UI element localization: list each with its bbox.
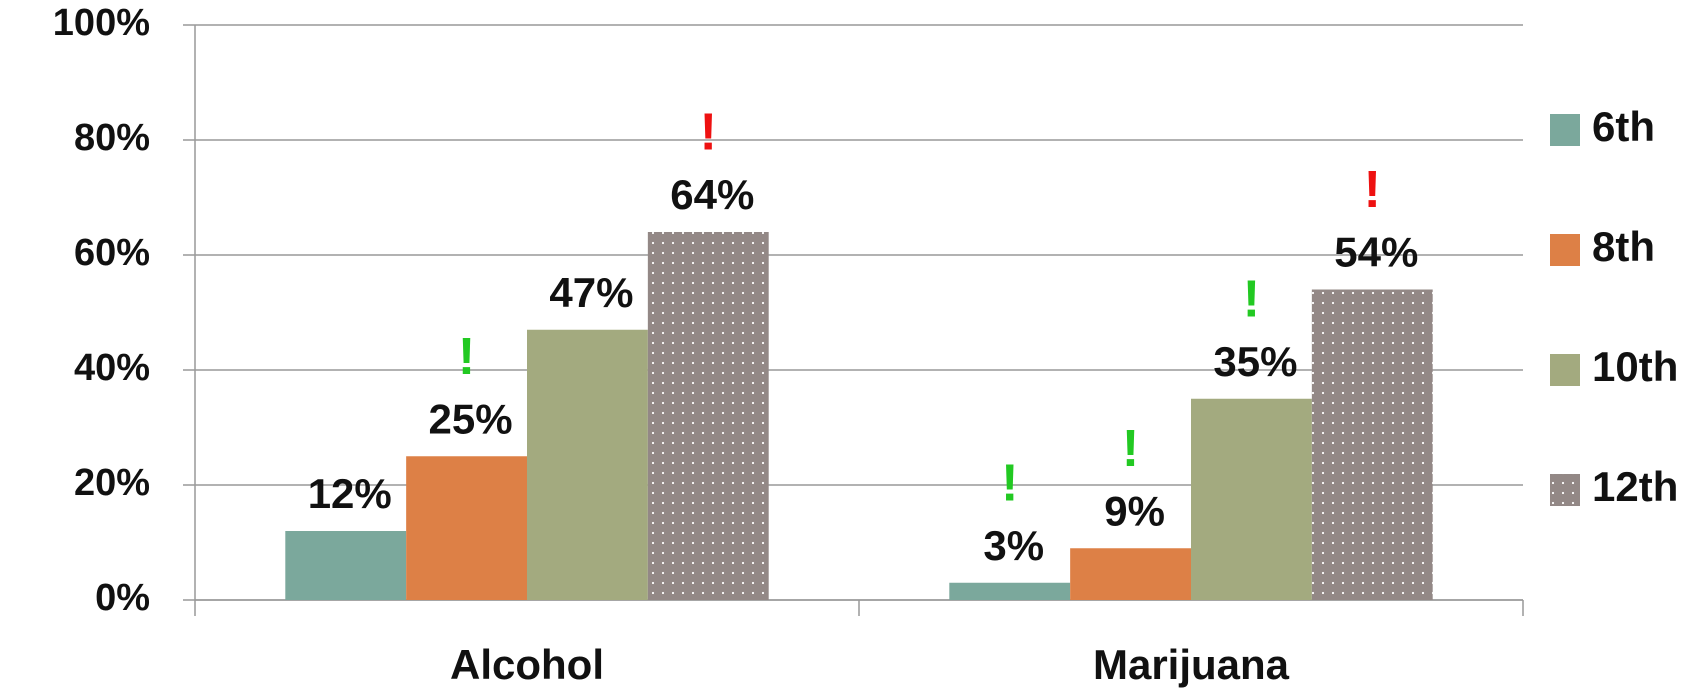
bar [1311, 289, 1433, 600]
data-label: 3% [983, 522, 1044, 569]
data-label: 47% [549, 269, 633, 316]
bar [1070, 548, 1191, 600]
y-tick-label: 80% [74, 117, 150, 159]
annotation: ! [700, 104, 717, 162]
y-tick-label: 40% [74, 347, 150, 389]
bar [527, 329, 648, 600]
legend-label: 10th [1592, 343, 1678, 390]
legend-label: 6th [1592, 103, 1655, 150]
annotation: ! [1122, 420, 1139, 478]
legend-swatch [1550, 114, 1580, 146]
bar [949, 582, 1071, 600]
bar [285, 531, 407, 600]
bar [406, 456, 527, 600]
data-label: 54% [1334, 229, 1418, 276]
data-label: 64% [670, 171, 754, 218]
y-tick-label: 100% [53, 2, 150, 44]
bar [647, 232, 769, 600]
annotation: ! [1243, 270, 1260, 328]
data-label: 35% [1213, 338, 1297, 385]
y-tick-label: 20% [74, 462, 150, 504]
legend-label: 12th [1592, 463, 1678, 510]
x-tick-label: Marijuana [1093, 641, 1290, 688]
legend-swatch [1550, 234, 1580, 266]
y-tick-label: 60% [74, 232, 150, 274]
data-label: 12% [308, 470, 392, 517]
x-tick-label: Alcohol [450, 641, 604, 688]
legend-label: 8th [1592, 223, 1655, 270]
annotation: ! [1364, 161, 1381, 219]
data-label: 9% [1104, 487, 1165, 534]
annotation: ! [1001, 454, 1018, 512]
bar [1191, 398, 1312, 600]
annotation: ! [458, 328, 475, 386]
legend-swatch [1550, 354, 1580, 386]
y-tick-label: 0% [95, 577, 150, 619]
legend-swatch [1550, 474, 1580, 506]
data-label: 25% [429, 395, 513, 442]
